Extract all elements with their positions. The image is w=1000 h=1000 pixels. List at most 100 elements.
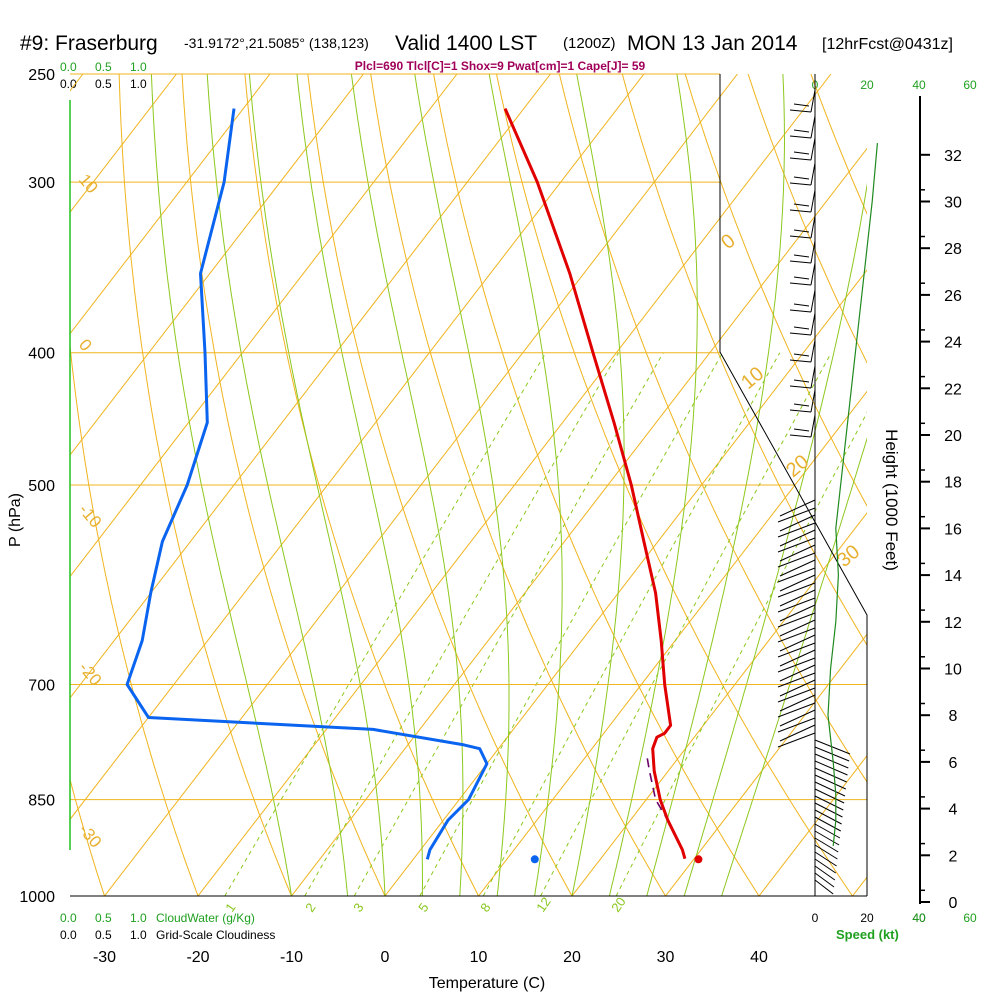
moist-adiabat [571, 74, 625, 896]
wind-barb [789, 282, 812, 286]
isotherm [665, 633, 867, 896]
wind-barb [814, 802, 843, 818]
speed-tick: 60 [963, 78, 977, 92]
isotherm [70, 74, 177, 214]
station-title: #9: Fraserburg [20, 32, 158, 55]
wind-barb [789, 434, 812, 438]
wind-barb [814, 879, 834, 895]
moist-adiabat [296, 74, 423, 896]
height-tick-label: 0 [949, 895, 958, 912]
height-tick-label: 28 [944, 241, 962, 258]
forecast-date: MON 13 Jan 2014 [627, 32, 798, 55]
cloudwater-tick: 1.0 [130, 911, 147, 925]
wind-barb [779, 709, 816, 727]
wind-barb [779, 664, 816, 682]
speed-tick: 60 [963, 911, 977, 925]
speed-tick: 40 [912, 78, 926, 92]
wind-barb [779, 574, 816, 592]
moist-adiabat [683, 182, 867, 896]
cloudwater-top-ticks: 0.0 0.5 1.0 0.0 0.5 1.0 [60, 60, 147, 91]
cloudwater-tick: 0.5 [95, 60, 112, 74]
wind-barb [810, 189, 816, 213]
wind-barb [777, 537, 816, 553]
wind-barb [814, 872, 835, 888]
mixing-ratio-line [304, 352, 619, 896]
wind-barb [789, 409, 812, 413]
moist-adiabat [248, 74, 386, 896]
wind-barb [793, 103, 810, 107]
wind-barb [793, 403, 810, 407]
wind-barb [789, 385, 812, 389]
wind-barb [779, 559, 816, 577]
isotherm-label: 10 [75, 170, 102, 197]
cloudwater-tick: 0.5 [95, 911, 112, 925]
dewpoint-trace [125, 108, 489, 860]
temperature-tick-label: 20 [563, 949, 581, 966]
dry-adiabat [307, 74, 573, 896]
moist-adiabat [206, 74, 349, 896]
wind-barb [789, 309, 812, 313]
wind-barb [777, 582, 816, 598]
wind-barb [814, 753, 849, 769]
wind-barb [777, 732, 816, 748]
temperature-trace [503, 107, 687, 860]
mixing-ratio-label: 2 [302, 900, 318, 915]
wind-barb [789, 135, 812, 139]
wind-barb [814, 809, 842, 825]
height-tick-label: 2 [949, 848, 958, 865]
pressure-tick-labels: 250 300 400 500 700 850 1000 [19, 67, 55, 906]
cloudiness-tick: 1.0 [130, 77, 147, 91]
temperature-tick-label: 0 [381, 949, 390, 966]
wind-barb [789, 109, 812, 113]
wind-barb [814, 823, 841, 839]
height-axis-label: Height (1000 Feet) [882, 429, 901, 571]
wind-barb [810, 215, 816, 239]
temperature-tick-labels: -30 -20 -10 0 10 20 30 40 [93, 949, 768, 966]
cloudiness-tick: 0.0 [60, 928, 77, 942]
wind-barb [814, 739, 851, 755]
wind-barb [789, 235, 812, 239]
utc-time: (1200Z) [563, 35, 616, 52]
wind-barb [810, 289, 816, 313]
wind-barb [793, 353, 810, 357]
temperature-tick-label: -20 [186, 949, 209, 966]
speed-tick: 40 [912, 911, 926, 925]
wind-barb [814, 774, 847, 790]
wind-barb [810, 312, 816, 336]
mixing-ratio-label: 12 [533, 894, 554, 914]
pressure-tick-label: 850 [28, 793, 55, 810]
wind-barb [810, 137, 816, 161]
wind-barb [810, 389, 816, 413]
moist-adiabat [150, 74, 292, 896]
wind-barb [777, 552, 816, 568]
wind-barb [789, 209, 812, 213]
speed-axis-label: Speed (kt) [836, 927, 899, 942]
mixing-ratio-line [482, 352, 781, 896]
mixing-ratio-label: 5 [415, 900, 431, 915]
moist-adiabat-lines [150, 74, 867, 896]
wind-barb [793, 303, 810, 307]
mixing-ratio-line [419, 352, 723, 896]
wind-barb [777, 672, 816, 688]
height-tick-label: 4 [949, 802, 958, 819]
wind-barb [779, 589, 816, 607]
speed-tick: 20 [860, 78, 874, 92]
wind-barb [810, 89, 816, 113]
wind-barb [810, 414, 816, 438]
mixing-ratio-line [540, 352, 832, 896]
wind-barb [793, 176, 810, 180]
height-tick-label: 26 [944, 288, 962, 305]
wind-barb [810, 262, 816, 286]
wind-barbs [777, 89, 851, 895]
wind-barb [777, 657, 816, 673]
wind-barb [789, 157, 812, 161]
dry-adiabat [118, 74, 292, 896]
dry-adiabat [70, 341, 199, 896]
height-tick-label: 32 [944, 148, 962, 165]
cloudiness-tick: 0.0 [60, 77, 77, 91]
wind-barb [793, 254, 810, 258]
isotherm [70, 74, 364, 456]
temperature-tick-label: -10 [280, 949, 303, 966]
wind-barb [810, 339, 816, 363]
